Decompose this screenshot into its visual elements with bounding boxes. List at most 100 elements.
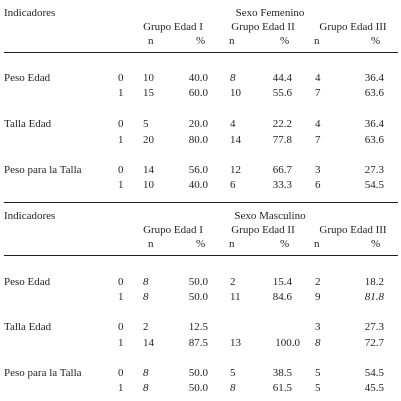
cell-pct: 50.0 xyxy=(188,291,208,303)
cell-n: 3 xyxy=(315,164,321,176)
group-header: Grupo Edad II xyxy=(231,224,295,236)
cell-pct: 50.0 xyxy=(188,382,208,394)
cell-pct: 87.5 xyxy=(188,337,208,349)
cell-n: 2 xyxy=(143,321,149,333)
row-code: 0 xyxy=(118,321,124,333)
header-divider xyxy=(4,255,398,256)
cell-n: 20 xyxy=(143,134,154,146)
cell-n: 6 xyxy=(315,179,321,191)
cell-n: 5 xyxy=(143,118,149,130)
cell-pct: 27.3 xyxy=(364,321,384,333)
cell-pct: 54.5 xyxy=(364,367,384,379)
row-code: 0 xyxy=(118,367,124,379)
cell-pct: 77.8 xyxy=(272,134,292,146)
cell-pct: 61.5 xyxy=(272,382,292,394)
cell-pct: 36.4 xyxy=(364,118,384,130)
subheader-pct: % xyxy=(371,35,381,47)
table-separator xyxy=(4,202,398,203)
cell-pct: 50.0 xyxy=(188,276,208,288)
cell-n: 2 xyxy=(230,276,236,288)
cell-n: 8 xyxy=(230,382,236,394)
subheader-pct: % xyxy=(371,238,381,250)
cell-pct: 63.6 xyxy=(364,134,384,146)
group-header: Grupo Edad II xyxy=(231,21,295,33)
row-code: 1 xyxy=(118,291,124,303)
subheader-n: n xyxy=(314,238,320,250)
cell-pct: 38.5 xyxy=(272,367,292,379)
cell-n: 8 xyxy=(143,382,149,394)
subheader-n: n xyxy=(148,35,154,47)
cell-pct: 33.3 xyxy=(272,179,292,191)
cell-n: 7 xyxy=(315,87,321,99)
cell-pct: 72.7 xyxy=(364,337,384,349)
cell-pct: 12.5 xyxy=(188,321,208,333)
cell-n: 7 xyxy=(315,134,321,146)
cell-pct: 80.0 xyxy=(188,134,208,146)
row-code: 1 xyxy=(118,87,124,99)
cell-pct: 84.6 xyxy=(272,291,292,303)
cell-pct: 20.0 xyxy=(188,118,208,130)
cell-n: 14 xyxy=(143,164,154,176)
subheader-n: n xyxy=(229,238,235,250)
cell-n: 8 xyxy=(143,276,149,288)
sex-title: Sexo Femenino xyxy=(235,7,305,19)
cell-pct: 45.5 xyxy=(364,382,384,394)
subheader-pct: % xyxy=(196,238,206,250)
cell-pct: 18.2 xyxy=(364,276,384,288)
cell-n: 5 xyxy=(315,367,321,379)
cell-pct: 40.0 xyxy=(188,72,208,84)
cell-pct: 100.0 xyxy=(275,337,300,349)
cell-n: 2 xyxy=(315,276,321,288)
cell-pct: 60.0 xyxy=(188,87,208,99)
indicator-label: Talla Edad xyxy=(4,118,52,130)
indicators-header: Indicadores xyxy=(4,7,56,19)
cell-pct: 66.7 xyxy=(272,164,292,176)
cell-pct: 81.8 xyxy=(364,291,384,303)
subheader-pct: % xyxy=(280,35,290,47)
cell-n: 14 xyxy=(143,337,154,349)
cell-n: 15 xyxy=(143,87,154,99)
header-divider xyxy=(4,52,398,53)
cell-pct: 56.0 xyxy=(188,164,208,176)
cell-pct: 44.4 xyxy=(272,72,292,84)
subheader-pct: % xyxy=(196,35,206,47)
row-code: 1 xyxy=(118,337,124,349)
indicator-label: Talla Edad xyxy=(4,321,52,333)
cell-n: 9 xyxy=(315,291,321,303)
cell-pct: 63.6 xyxy=(364,87,384,99)
cell-n: 10 xyxy=(230,87,241,99)
cell-n: 6 xyxy=(230,179,236,191)
cell-n: 5 xyxy=(315,382,321,394)
row-code: 0 xyxy=(118,276,124,288)
cell-n: 12 xyxy=(230,164,241,176)
group-header: Grupo Edad III xyxy=(319,21,387,33)
cell-n: 10 xyxy=(143,179,154,191)
row-code: 0 xyxy=(118,164,124,176)
cell-n: 10 xyxy=(143,72,154,84)
sex-title: Sexo Masculino xyxy=(234,210,306,222)
cell-n: 5 xyxy=(230,367,236,379)
cell-n: 8 xyxy=(143,367,149,379)
cell-pct: 40.0 xyxy=(188,179,208,191)
row-code: 1 xyxy=(118,179,124,191)
indicator-label: Peso Edad xyxy=(4,72,51,84)
indicator-label: Peso Edad xyxy=(4,276,51,288)
cell-pct: 50.0 xyxy=(188,367,208,379)
cell-n: 4 xyxy=(315,118,321,130)
cell-pct: 54.5 xyxy=(364,179,384,191)
indicator-label: Peso para la Talla xyxy=(4,367,82,379)
cell-n: 4 xyxy=(230,118,236,130)
cell-n: 8 xyxy=(230,72,236,84)
cell-n: 13 xyxy=(230,337,241,349)
cell-n: 11 xyxy=(230,291,241,303)
indicator-label: Peso para la Talla xyxy=(4,164,82,176)
cell-n: 8 xyxy=(143,291,149,303)
group-header: Grupo Edad I xyxy=(143,224,203,236)
cell-pct: 55.6 xyxy=(272,87,292,99)
cell-n: 3 xyxy=(315,321,321,333)
cell-n: 8 xyxy=(315,337,321,349)
cell-pct: 15.4 xyxy=(272,276,292,288)
indicators-header: Indicadores xyxy=(4,210,56,222)
group-header: Grupo Edad III xyxy=(319,224,387,236)
